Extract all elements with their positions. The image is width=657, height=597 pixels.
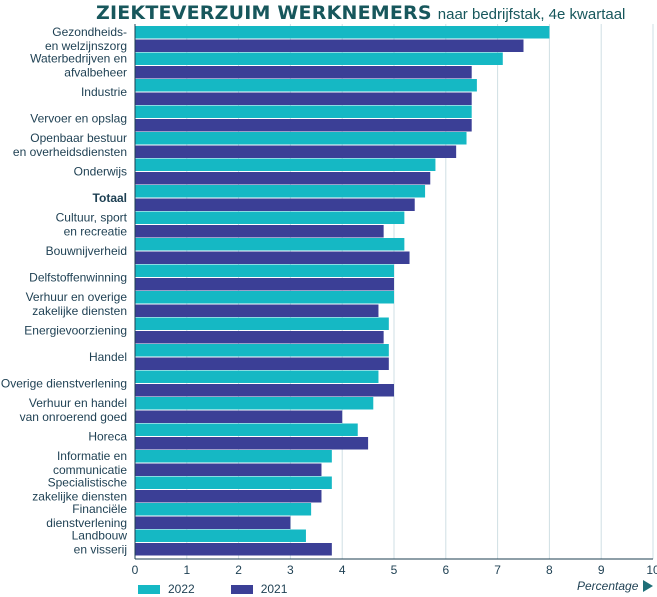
bar-2021 [135, 198, 415, 211]
bar-2022 [135, 185, 426, 198]
bar-2022 [135, 291, 394, 304]
bar-2021 [135, 490, 322, 503]
bar-2021 [135, 410, 343, 423]
bar-2022 [135, 397, 374, 410]
bar-2021 [135, 225, 384, 238]
category-label: Waterbedrijven en afvalbeheer [30, 52, 127, 80]
bar-2021 [135, 543, 332, 556]
category-label: Handel [89, 350, 127, 364]
x-axis-label-wrap: Percentage [577, 579, 654, 593]
x-axis-label: Percentage [577, 579, 639, 593]
bar-2022 [135, 264, 394, 277]
legend-label: 2022 [168, 582, 195, 596]
bar-2022 [135, 105, 472, 118]
bar-2021 [135, 516, 291, 529]
x-tick-label: 4 [339, 563, 346, 577]
bar-2021 [135, 331, 384, 344]
category-label: Verhuur en overige zakelijke diensten [26, 290, 128, 318]
category-label: Industrie [81, 85, 127, 99]
x-tick-label: 9 [598, 563, 605, 577]
category-label: Delfstoffenwinning [29, 271, 127, 285]
category-label: Horeca [88, 430, 127, 444]
bar-2022 [135, 503, 312, 516]
bar-2021 [135, 145, 457, 158]
category-label: Bouwnijverheid [46, 244, 127, 258]
bar-2022 [135, 52, 503, 65]
bar-2022 [135, 317, 389, 330]
bar-2022 [135, 26, 550, 39]
bar-2021 [135, 251, 410, 264]
bar-2021 [135, 39, 524, 52]
x-tick-label: 2 [235, 563, 242, 577]
category-label: Specialistische zakelijke diensten [32, 476, 127, 504]
x-tick-label: 0 [132, 563, 139, 577]
category-label: Onderwijs [74, 165, 127, 179]
x-tick-label: 7 [494, 563, 501, 577]
category-label: Informatie en communicatie [53, 449, 127, 477]
legend-item: 2021 [230, 582, 288, 596]
x-tick-label: 10 [646, 563, 657, 577]
bar-2022 [135, 529, 306, 542]
bar-2022 [135, 423, 358, 436]
bar-2022 [135, 79, 477, 92]
category-label: Vervoer en opslag [30, 112, 127, 126]
bar-2021 [135, 172, 431, 185]
bar-2021 [135, 304, 379, 317]
bar-2021 [135, 463, 322, 476]
bar-2022 [135, 158, 436, 171]
chart-title: ZIEKTEVERZUIM WERKNEMERS [96, 2, 432, 24]
x-tick-label: 6 [442, 563, 449, 577]
category-label: Energievoorziening [24, 324, 127, 338]
x-tick-label: 3 [287, 563, 294, 577]
bar-2022 [135, 211, 405, 224]
legend-swatch [138, 584, 160, 594]
bar-2022 [135, 132, 467, 145]
bar-2022 [135, 238, 405, 251]
bar-2021 [135, 66, 472, 79]
bar-2021 [135, 278, 394, 291]
bar-2021 [135, 119, 472, 132]
category-label: Financiële dienstverlening [46, 502, 127, 530]
category-label: Landbouw en visserij [72, 529, 128, 557]
bar-2021 [135, 357, 389, 370]
legend-item: 2022 [138, 582, 195, 596]
chart-subtitle: naar bedrijfstak, 4e kwartaal [437, 6, 626, 23]
arrow-right-icon [643, 580, 654, 592]
category-label: Gezondheids-en welzijnszorg [45, 25, 127, 53]
bar-2022 [135, 450, 332, 463]
category-label: Openbaar bestuur en overheidsdiensten [13, 131, 127, 159]
bar-2021 [135, 92, 472, 105]
category-label: Overige dienstverlening [1, 377, 127, 391]
category-label: Verhuur en handel van onroerend goed [20, 396, 127, 424]
x-tick-label: 1 [183, 563, 190, 577]
legend: 2022 2021 [138, 582, 323, 596]
bar-2021 [135, 437, 369, 450]
legend-swatch [230, 584, 253, 594]
bar-2021 [135, 384, 394, 397]
category-label: Totaal [93, 191, 127, 205]
x-tick-label: 8 [546, 563, 553, 577]
chart-title-wrap: ZIEKTEVERZUIM WERKNEMERS naar bedrijfstak… [96, 2, 625, 24]
x-tick-label: 5 [391, 563, 398, 577]
legend-label: 2021 [260, 582, 288, 596]
bar-2022 [135, 344, 389, 357]
category-label: Cultuur, sport en recreatie [56, 211, 128, 239]
bar-2022 [135, 476, 332, 489]
bar-2022 [135, 370, 379, 383]
